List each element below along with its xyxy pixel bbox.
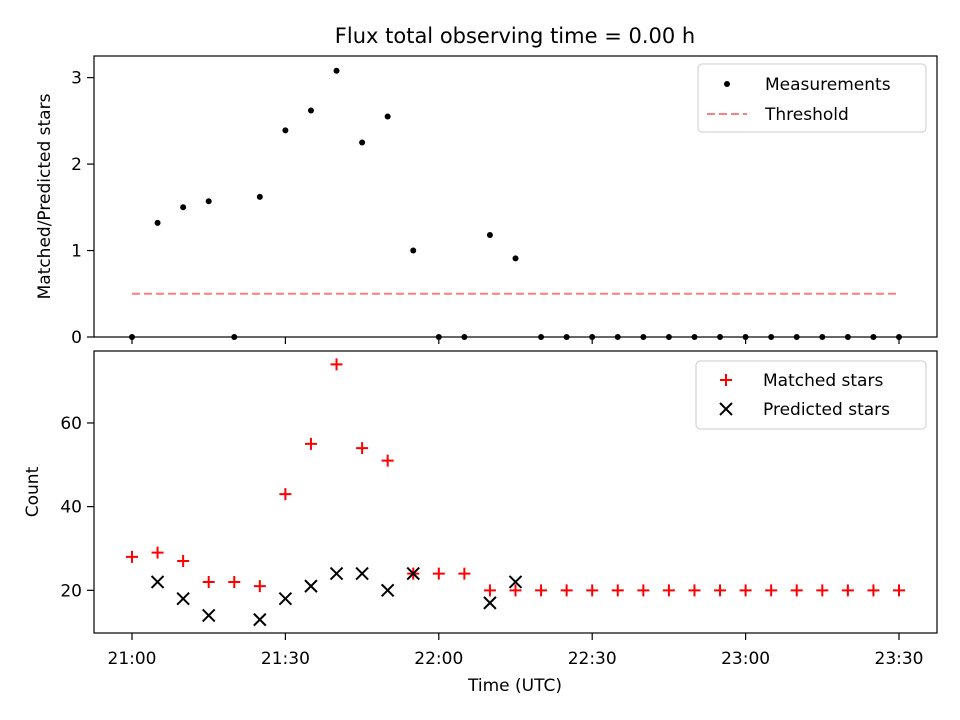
matched-star-point — [458, 567, 471, 580]
legend-measurements-label: Measurements — [765, 75, 891, 95]
measurement-point — [512, 255, 519, 262]
matched-star-point — [688, 584, 701, 597]
bottom-y-tick-label: 60 — [60, 414, 82, 434]
top-y-tick-label: 2 — [71, 155, 82, 175]
measurement-point — [307, 107, 314, 114]
matched-star-point — [816, 584, 829, 597]
top-y-axis-label: Matched/Predicted stars — [35, 93, 55, 299]
predicted-star-point — [380, 583, 395, 598]
measurement-point — [410, 247, 417, 254]
predicted-star-point — [329, 566, 344, 581]
matched-star-point — [202, 575, 215, 588]
bottom-y-axis-label: Count — [23, 466, 43, 517]
predicted-star-point — [201, 608, 216, 623]
top-panel: 0 1 2 3 Matched/Predicted stars Measurement… — [35, 55, 938, 348]
matched-star-point — [432, 567, 445, 580]
x-axis-label: Time (UTC) — [467, 676, 562, 696]
measurement-point — [486, 231, 493, 238]
top-legend: Measurements Threshold — [697, 63, 927, 133]
matched-star-point — [790, 584, 803, 597]
predicted-star-point — [278, 591, 293, 606]
matched-star-point — [535, 584, 548, 597]
bottom-plot-marks — [126, 358, 905, 627]
matched-star-point — [279, 488, 292, 501]
matched-star-point — [304, 437, 317, 450]
top-axes: 0 1 2 3 — [71, 69, 900, 348]
bottom-legend: Matched stars Predicted stars — [695, 360, 927, 430]
predicted-star-point — [304, 579, 318, 593]
matched-star-point — [867, 584, 880, 597]
legend-matched-label: Matched stars — [763, 371, 883, 391]
matched-star-point — [841, 584, 854, 597]
measurement-point — [359, 139, 366, 146]
x-tick-label: 23:00 — [721, 649, 770, 669]
bottom-legend-box — [695, 360, 927, 430]
legend-matched-marker — [720, 374, 732, 386]
matched-star-point — [381, 454, 394, 467]
matched-star-point — [177, 555, 190, 568]
matched-star-point — [739, 584, 752, 597]
measurement-point — [180, 204, 187, 211]
matched-star-point — [253, 580, 266, 593]
bottom-axes: 20 40 60 21:00 21:30 22:00 22:30 23:00 23:30 — [60, 414, 923, 669]
top-legend-box — [697, 63, 927, 133]
top-y-tick-label: 1 — [71, 242, 82, 262]
matched-star-point — [356, 442, 369, 455]
matched-star-point — [126, 550, 138, 563]
matched-star-point — [509, 584, 522, 597]
matched-star-point — [586, 584, 599, 597]
bottom-panel: 20 40 60 21:00 21:30 22:00 22:30 23:00 23:30 Cou… — [23, 350, 938, 696]
legend-predicted-marker — [719, 402, 733, 416]
x-tick-label: 22:30 — [568, 649, 617, 669]
x-tick-label: 21:00 — [108, 649, 157, 669]
matched-star-point — [637, 584, 650, 597]
matched-star-point — [151, 546, 164, 559]
bottom-plot-frame — [93, 350, 938, 634]
measurement-point — [154, 219, 161, 226]
matched-star-point — [662, 584, 675, 597]
matched-star-point — [560, 584, 573, 597]
x-tick-label: 22:00 — [414, 649, 463, 669]
matched-star-point — [714, 584, 727, 597]
measurement-point — [384, 113, 391, 120]
bottom-y-tick-label: 40 — [60, 498, 82, 518]
matched-star-point — [330, 358, 343, 371]
x-tick-label: 23:30 — [875, 649, 924, 669]
matched-star-point — [483, 584, 496, 597]
predicted-star-point — [508, 575, 523, 589]
predicted-star-point — [355, 566, 369, 581]
predicted-star-point — [406, 566, 420, 581]
measurement-point — [333, 67, 340, 74]
predicted-star-point — [483, 596, 497, 610]
x-tick-label: 21:30 — [261, 649, 310, 669]
top-y-tick-label: 0 — [71, 328, 82, 348]
measurement-point — [256, 193, 263, 200]
matched-star-point — [893, 584, 905, 597]
legend-predicted-label: Predicted stars — [763, 400, 890, 420]
top-y-tick-label: 3 — [71, 69, 82, 89]
top-plot-frame — [93, 55, 938, 338]
predicted-star-point — [253, 612, 267, 627]
matched-star-point — [765, 584, 778, 597]
predicted-star-point — [150, 575, 165, 589]
matched-star-point — [611, 584, 624, 597]
legend-measurements-marker — [724, 81, 730, 87]
measurement-point — [205, 198, 212, 205]
legend-threshold-label: Threshold — [764, 105, 849, 125]
chart-title: Flux total observing time = 0.00 h — [335, 24, 695, 48]
bottom-y-tick-label: 20 — [60, 581, 82, 601]
predicted-star-point — [176, 591, 190, 606]
measurement-point — [282, 127, 289, 134]
matched-star-point — [228, 575, 241, 588]
